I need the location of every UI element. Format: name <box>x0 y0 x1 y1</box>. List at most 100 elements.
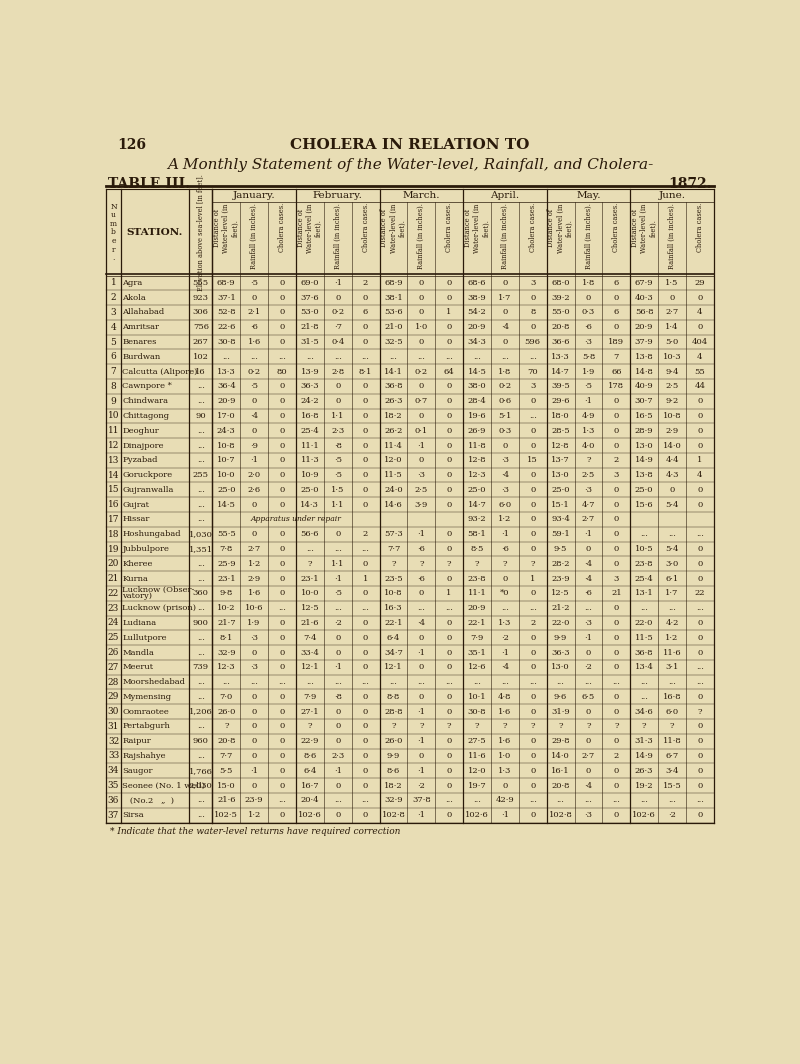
Text: ...: ... <box>306 678 314 686</box>
Text: 0: 0 <box>418 456 424 464</box>
Text: 14·7: 14·7 <box>467 501 486 509</box>
Text: 0: 0 <box>698 427 702 435</box>
Text: 0: 0 <box>698 619 702 627</box>
Text: 2·6: 2·6 <box>247 486 261 494</box>
Text: 26·0: 26·0 <box>384 737 402 745</box>
Text: 23·8: 23·8 <box>635 560 654 568</box>
Text: 404: 404 <box>692 338 708 346</box>
Text: 0: 0 <box>279 427 285 435</box>
Text: 13·8: 13·8 <box>634 353 654 361</box>
Text: 14·3: 14·3 <box>301 501 319 509</box>
Text: Rainfall (in inches).: Rainfall (in inches). <box>585 203 593 269</box>
Text: ?: ? <box>419 722 423 730</box>
Text: 0: 0 <box>363 442 368 449</box>
Text: 22·0: 22·0 <box>635 619 654 627</box>
Text: * Indicate that the water-level returns have required correction: * Indicate that the water-level returns … <box>110 827 401 836</box>
Text: 16·5: 16·5 <box>635 412 654 420</box>
Text: 56·6: 56·6 <box>301 530 319 538</box>
Text: 36·3: 36·3 <box>551 649 570 656</box>
Text: ·6: ·6 <box>418 575 426 583</box>
Text: 0: 0 <box>446 619 452 627</box>
Text: 8·1: 8·1 <box>359 368 372 376</box>
Text: 5·4: 5·4 <box>666 501 678 509</box>
Text: ...: ... <box>418 604 426 612</box>
Text: 93·4: 93·4 <box>551 515 570 523</box>
Text: 3·9: 3·9 <box>414 501 428 509</box>
Text: Cholera cases.: Cholera cases. <box>362 203 370 252</box>
Text: 0: 0 <box>586 767 591 775</box>
Text: 0: 0 <box>698 752 702 760</box>
Text: 0: 0 <box>446 279 452 287</box>
Text: ...: ... <box>362 678 370 686</box>
Text: 2·9: 2·9 <box>666 427 678 435</box>
Text: 0: 0 <box>363 501 368 509</box>
Text: 9·4: 9·4 <box>666 368 678 376</box>
Text: ...: ... <box>529 678 537 686</box>
Text: 6: 6 <box>110 352 117 362</box>
Text: 102: 102 <box>193 353 209 361</box>
Text: ...: ... <box>668 604 676 612</box>
Text: ·1: ·1 <box>418 811 426 819</box>
Text: 178: 178 <box>608 382 624 390</box>
Text: 0: 0 <box>335 811 340 819</box>
Text: ...: ... <box>278 796 286 804</box>
Text: Jubbulpore: Jubbulpore <box>122 545 170 553</box>
Text: 16: 16 <box>195 368 206 376</box>
Text: 18·2: 18·2 <box>384 782 402 789</box>
Text: 0: 0 <box>363 737 368 745</box>
Text: 0: 0 <box>363 456 368 464</box>
Text: ·3: ·3 <box>418 471 426 479</box>
Text: 6·4: 6·4 <box>303 767 317 775</box>
Text: Distance of
Water-level (in
feet).: Distance of Water-level (in feet). <box>380 203 406 252</box>
Text: 14·0: 14·0 <box>551 752 570 760</box>
Text: Chindwara: Chindwara <box>122 397 169 405</box>
Text: 15: 15 <box>108 485 119 495</box>
Text: 0: 0 <box>698 412 702 420</box>
Text: 0: 0 <box>698 782 702 789</box>
Text: 0: 0 <box>446 575 452 583</box>
Text: 15·1: 15·1 <box>551 501 570 509</box>
Text: 0: 0 <box>698 294 702 302</box>
Text: ·6: ·6 <box>501 545 509 553</box>
Text: 1·0: 1·0 <box>498 752 511 760</box>
Text: 0: 0 <box>446 412 452 420</box>
Text: 44: 44 <box>694 382 706 390</box>
Text: 0: 0 <box>279 737 285 745</box>
Text: 58·1: 58·1 <box>468 530 486 538</box>
Text: ...: ... <box>640 530 648 538</box>
Text: 2: 2 <box>530 619 535 627</box>
Text: ?: ? <box>642 722 646 730</box>
Text: 13·7: 13·7 <box>551 456 570 464</box>
Text: 0: 0 <box>446 338 452 346</box>
Text: ...: ... <box>501 604 509 612</box>
Text: 20·9: 20·9 <box>217 397 235 405</box>
Text: ·1: ·1 <box>250 456 258 464</box>
Text: ...: ... <box>418 353 426 361</box>
Text: ...: ... <box>334 545 342 553</box>
Text: 0: 0 <box>586 649 591 656</box>
Text: 2·5: 2·5 <box>582 471 595 479</box>
Text: 0: 0 <box>530 397 535 405</box>
Text: 39·2: 39·2 <box>551 294 570 302</box>
Text: Gujranwalla: Gujranwalla <box>122 486 174 494</box>
Text: 0: 0 <box>279 382 285 390</box>
Text: 1·6: 1·6 <box>498 708 511 716</box>
Text: 0: 0 <box>698 442 702 449</box>
Text: ?: ? <box>447 722 451 730</box>
Text: 0: 0 <box>530 486 535 494</box>
Text: 36·8: 36·8 <box>384 382 402 390</box>
Text: 12·5: 12·5 <box>301 604 319 612</box>
Text: Hoshungabad: Hoshungabad <box>122 530 181 538</box>
Text: 0: 0 <box>251 752 257 760</box>
Text: ...: ... <box>197 678 205 686</box>
Text: 0: 0 <box>446 634 452 642</box>
Text: 56·8: 56·8 <box>635 309 654 316</box>
Text: 0·2: 0·2 <box>414 368 428 376</box>
Text: ·4: ·4 <box>584 782 593 789</box>
Text: 0: 0 <box>446 782 452 789</box>
Text: 0: 0 <box>363 722 368 730</box>
Text: ?: ? <box>670 722 674 730</box>
Text: ...: ... <box>668 530 676 538</box>
Text: 7·7: 7·7 <box>386 545 400 553</box>
Text: 13·4: 13·4 <box>634 663 654 671</box>
